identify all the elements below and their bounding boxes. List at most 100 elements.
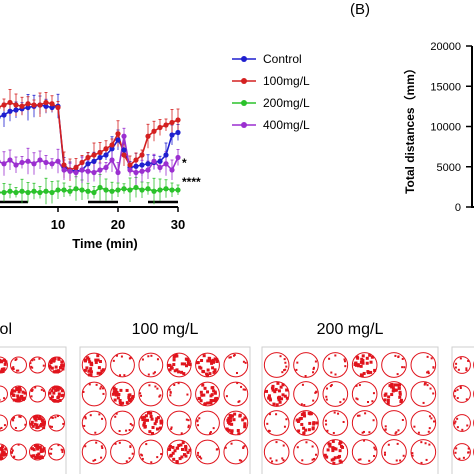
track-mark <box>92 459 95 462</box>
data-point <box>31 102 37 108</box>
track-mark <box>413 425 416 428</box>
track-mark <box>228 356 231 359</box>
track-mark <box>390 385 394 389</box>
track-mark <box>357 364 361 368</box>
track-mark <box>390 393 394 397</box>
track-mark <box>226 420 230 424</box>
track-mark <box>150 354 153 357</box>
track-mark <box>302 431 306 435</box>
track-mark <box>285 388 289 392</box>
track-mark <box>279 385 283 389</box>
well <box>263 439 290 465</box>
track-mark <box>34 386 37 389</box>
data-point <box>19 103 25 109</box>
track-mark <box>143 424 147 428</box>
data-point <box>97 184 103 191</box>
track-mark <box>131 424 134 427</box>
track-mark <box>209 394 213 398</box>
well <box>166 381 192 407</box>
data-point <box>133 157 139 163</box>
track-mark <box>198 417 201 420</box>
track-mark <box>83 424 86 427</box>
track-mark <box>398 390 402 394</box>
track-mark <box>180 432 183 435</box>
track-mark <box>212 389 216 393</box>
y-ticks: 0 5000 10000 15000 20000 <box>430 41 472 214</box>
track-mark <box>156 358 159 361</box>
track-mark <box>369 360 373 364</box>
data-point <box>85 161 91 167</box>
track-mark <box>268 430 271 433</box>
track-mark <box>98 360 102 364</box>
track-mark <box>244 388 247 391</box>
data-point <box>31 161 37 167</box>
track-mark <box>17 390 21 394</box>
x-axis-label: Time (min) <box>72 236 138 251</box>
track-mark <box>395 459 398 462</box>
data-point <box>145 161 151 167</box>
data-point <box>133 163 139 169</box>
track-mark <box>200 393 204 397</box>
well <box>223 410 249 436</box>
track-mark <box>13 455 16 458</box>
track-mark <box>216 448 219 451</box>
track-mark <box>284 361 287 364</box>
track-mark <box>21 396 25 400</box>
track-mark <box>150 431 154 435</box>
plate-frame <box>261 346 439 474</box>
track-mark <box>213 357 217 361</box>
track-mark <box>1 369 5 373</box>
legend-label: Control <box>263 52 302 66</box>
data-point <box>103 152 109 158</box>
track-mark <box>230 431 234 435</box>
track-mark <box>209 398 213 402</box>
track-mark <box>209 431 212 434</box>
track-mark <box>359 373 363 377</box>
y-tick-label: 5000 <box>437 162 461 174</box>
track-mark <box>283 394 287 398</box>
data-point <box>163 186 169 192</box>
track-mark <box>51 416 54 419</box>
track-mark <box>275 459 278 462</box>
data-point <box>139 152 145 158</box>
track-mark <box>364 412 367 415</box>
track-mark <box>308 421 312 425</box>
track-mark <box>125 460 128 463</box>
well <box>10 414 27 432</box>
data-point <box>19 188 25 194</box>
track-mark <box>42 447 46 451</box>
track-mark <box>280 397 284 401</box>
track-mark <box>353 363 357 367</box>
track-mark <box>227 428 231 432</box>
track-mark <box>169 390 172 393</box>
track-mark <box>100 385 103 388</box>
track-mark <box>455 362 458 365</box>
data-point <box>115 169 121 176</box>
track-mark <box>101 387 104 390</box>
data-point <box>61 187 67 193</box>
track-mark <box>372 392 375 395</box>
well <box>453 356 471 374</box>
data-point <box>91 158 97 164</box>
track-mark <box>59 366 63 370</box>
well <box>322 439 349 465</box>
track-mark <box>30 395 33 398</box>
track-mark <box>30 454 34 458</box>
track-mark <box>0 370 4 374</box>
track-mark <box>185 364 189 368</box>
track-mark <box>131 396 135 400</box>
track-mark <box>140 394 143 397</box>
well <box>410 381 437 407</box>
track-mark <box>386 398 390 402</box>
track-mark <box>148 384 151 387</box>
track-mark <box>213 391 217 395</box>
track-mark <box>225 427 229 431</box>
track-mark <box>38 445 42 449</box>
track-mark <box>153 422 157 426</box>
track-mark <box>50 395 54 399</box>
well <box>0 356 8 374</box>
track-mark <box>232 418 236 422</box>
track-mark <box>147 411 151 415</box>
data-point <box>175 117 181 123</box>
track-mark <box>31 388 34 391</box>
